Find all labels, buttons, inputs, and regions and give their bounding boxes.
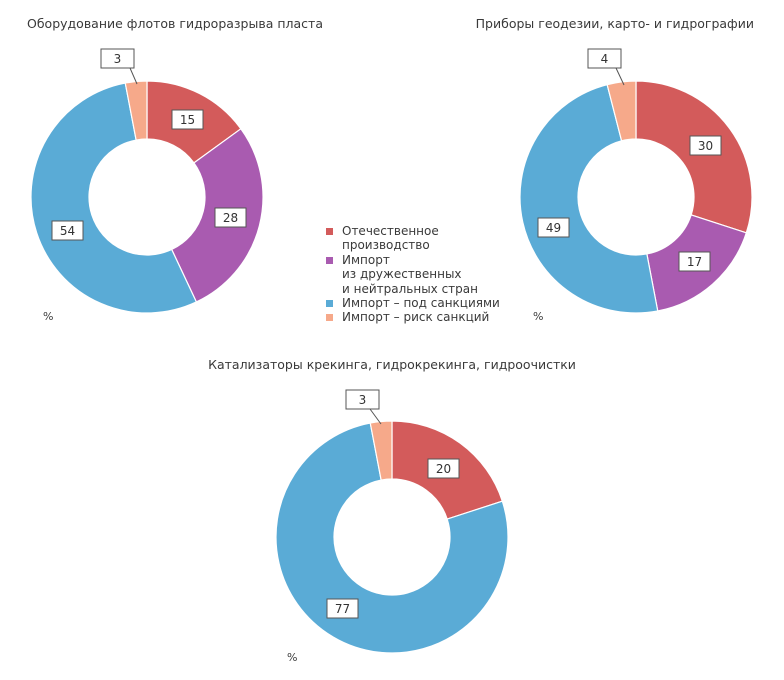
slice-sanctioned-import bbox=[30, 82, 198, 314]
data-label-box bbox=[345, 389, 380, 410]
data-label-sanctioned-import: 77 bbox=[326, 598, 359, 619]
data-label-domestic: 15 bbox=[171, 109, 204, 130]
data-label-box bbox=[214, 207, 247, 228]
slice-sanctioned-import bbox=[519, 83, 659, 314]
slice-sanctioned-import bbox=[275, 422, 509, 654]
data-label-value: 49 bbox=[546, 221, 561, 235]
data-label-risk-import: 3 bbox=[345, 389, 380, 410]
legend-swatch-risk-import bbox=[326, 314, 333, 322]
data-label-value: 3 bbox=[359, 393, 367, 407]
data-label-value: 17 bbox=[687, 255, 702, 269]
data-label-value: 77 bbox=[335, 602, 350, 616]
legend-label-domestic: Отечественное производство bbox=[342, 224, 439, 253]
data-label-box bbox=[51, 220, 84, 241]
data-label-domestic: 30 bbox=[689, 135, 722, 156]
slice-risk-import bbox=[124, 80, 148, 141]
data-label-box bbox=[587, 48, 622, 69]
data-label-value: 4 bbox=[601, 52, 609, 66]
data-label-box bbox=[427, 458, 460, 479]
unit-label-catalysts: % bbox=[287, 651, 298, 664]
data-label-friendly-import: 17 bbox=[678, 251, 711, 272]
data-label-friendly-import: 28 bbox=[214, 207, 247, 228]
unit-label-geodesy: % bbox=[533, 310, 544, 323]
legend-label-sanctioned-import: Импорт – под санкциями bbox=[342, 296, 500, 311]
donut-chart-geodesy: 30 17 49 4 bbox=[519, 48, 753, 314]
data-label-box bbox=[678, 251, 711, 272]
data-label-box bbox=[171, 109, 204, 130]
chart-title-frac-fleet: Оборудование флотов гидроразрыва пласта bbox=[27, 16, 323, 31]
data-label-box bbox=[100, 48, 135, 69]
data-label-value: 20 bbox=[436, 462, 451, 476]
data-label-domestic: 20 bbox=[427, 458, 460, 479]
data-label-box bbox=[537, 217, 570, 238]
legend-item-risk-import: Импорт – риск санкций bbox=[326, 310, 500, 324]
data-label-value: 15 bbox=[180, 113, 195, 127]
chart-title-geodesy: Приборы геодезии, карто- и гидрографии bbox=[475, 16, 754, 31]
slice-risk-import bbox=[369, 420, 393, 481]
legend-swatch-friendly-import bbox=[326, 256, 333, 264]
chart-title-catalysts: Катализаторы крекинга, гидрокрекинга, ги… bbox=[208, 357, 576, 372]
unit-label-frac-fleet: % bbox=[43, 310, 54, 323]
slice-domestic bbox=[635, 80, 753, 234]
legend-item-sanctioned-import: Импорт – под санкциями bbox=[326, 296, 500, 310]
slice-risk-import bbox=[606, 80, 637, 142]
legend-swatch-sanctioned-import bbox=[326, 300, 333, 308]
data-label-sanctioned-import: 49 bbox=[537, 217, 570, 238]
donut-chart-catalysts: 20 77 3 bbox=[275, 389, 509, 654]
data-label-value: 28 bbox=[223, 211, 238, 225]
legend-swatch-domestic bbox=[326, 228, 333, 235]
data-label-risk-import: 3 bbox=[100, 48, 135, 69]
data-label-value: 3 bbox=[114, 52, 122, 66]
legend-label-risk-import: Импорт – риск санкций bbox=[342, 310, 490, 325]
leader-line-risk-import bbox=[615, 67, 625, 86]
donut-chart-frac-fleet: 15 28 54 3 bbox=[30, 48, 264, 314]
legend-label-friendly-import: Импорт из дружественных и нейтральных ст… bbox=[342, 252, 478, 296]
data-label-box bbox=[689, 135, 722, 156]
legend-item-friendly-import: Импорт из дружественных и нейтральных ст… bbox=[326, 253, 500, 296]
data-label-value: 30 bbox=[698, 139, 713, 153]
data-label-risk-import: 4 bbox=[587, 48, 622, 69]
leader-line-risk-import bbox=[369, 408, 382, 425]
data-label-sanctioned-import: 54 bbox=[51, 220, 84, 241]
data-label-value: 54 bbox=[60, 224, 75, 238]
leader-line-risk-import bbox=[129, 67, 138, 85]
legend: Отечественное производство Импорт из дру… bbox=[326, 224, 500, 325]
legend-item-domestic: Отечественное производство bbox=[326, 224, 500, 253]
data-label-box bbox=[326, 598, 359, 619]
